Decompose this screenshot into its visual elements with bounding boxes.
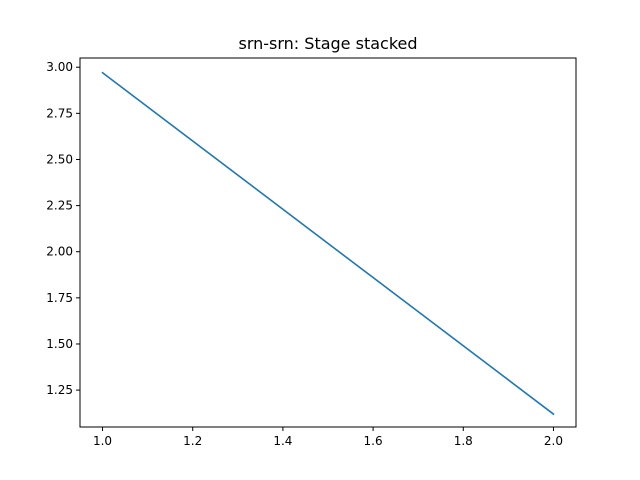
y-tick-label: 2.75: [46, 106, 73, 120]
chart-title: srn-srn: Stage stacked: [238, 34, 417, 53]
y-tick-label: 1.25: [46, 383, 73, 397]
y-tick-label: 3.00: [46, 60, 73, 74]
x-tick-label: 1.0: [93, 434, 112, 448]
x-tick-label: 1.2: [183, 434, 202, 448]
y-tick-label: 1.75: [46, 291, 73, 305]
y-axis: 1.25 1.50 1.75 2.00 2.25 2.50 2.75 3.00: [46, 60, 80, 397]
x-tick-label: 1.8: [454, 434, 473, 448]
series-line: [101, 71, 555, 416]
series-layer: [101, 71, 555, 416]
y-tick-label: 2.50: [46, 152, 73, 166]
y-tick-label: 2.25: [46, 199, 73, 213]
x-axis: 1.0 1.2 1.4 1.6 1.8 2.0: [93, 427, 563, 448]
y-tick-label: 2.00: [46, 245, 73, 259]
x-tick-label: 1.4: [273, 434, 292, 448]
plot-area-frame: [79, 57, 577, 428]
x-tick-label: 1.6: [364, 434, 383, 448]
x-tick-label: 2.0: [544, 434, 563, 448]
y-tick-label: 1.50: [46, 337, 73, 351]
